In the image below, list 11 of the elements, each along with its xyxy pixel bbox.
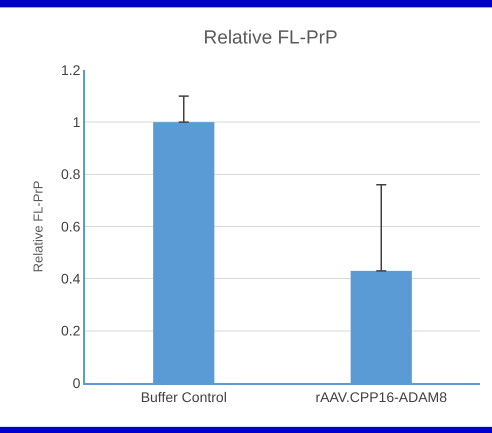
y-tick-label: 0.6 <box>60 218 81 234</box>
y-tick-label: 1 <box>72 114 81 130</box>
y-axis-title: Relative FL-PrP <box>30 180 46 272</box>
y-tick-label: 0.2 <box>60 322 81 339</box>
y-tick-label: 0.8 <box>60 166 81 182</box>
y-tick-label: 1.2 <box>60 62 81 78</box>
chart-title: Relative FL-PrP <box>204 28 338 49</box>
y-tick-label: 0 <box>72 374 81 391</box>
x-tick-label: rAAV.CPP16-ADAM8 <box>316 388 448 405</box>
x-tick-label: Buffer Control <box>140 388 227 405</box>
y-tick-label: 0.4 <box>60 270 81 287</box>
